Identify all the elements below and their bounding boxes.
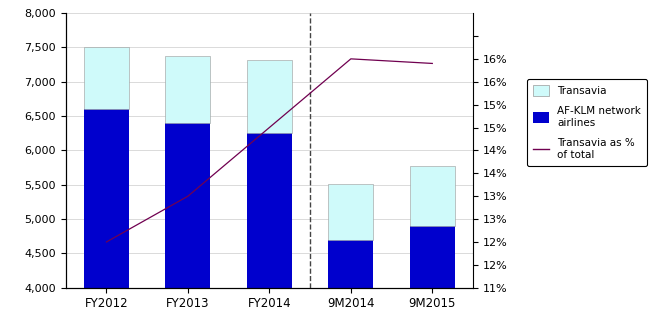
Bar	[247, 60, 292, 133]
Legend: Transavia, AF-KLM network
airlines, Transavia as %
of total: Transavia, AF-KLM network airlines, Tran…	[527, 79, 647, 166]
Bar	[410, 166, 455, 226]
Bar	[166, 123, 210, 327]
Bar	[410, 226, 455, 327]
Bar	[84, 109, 129, 327]
Bar	[84, 47, 129, 109]
Bar	[166, 56, 210, 123]
Bar	[247, 133, 292, 327]
Bar	[328, 184, 373, 240]
Bar	[328, 240, 373, 327]
